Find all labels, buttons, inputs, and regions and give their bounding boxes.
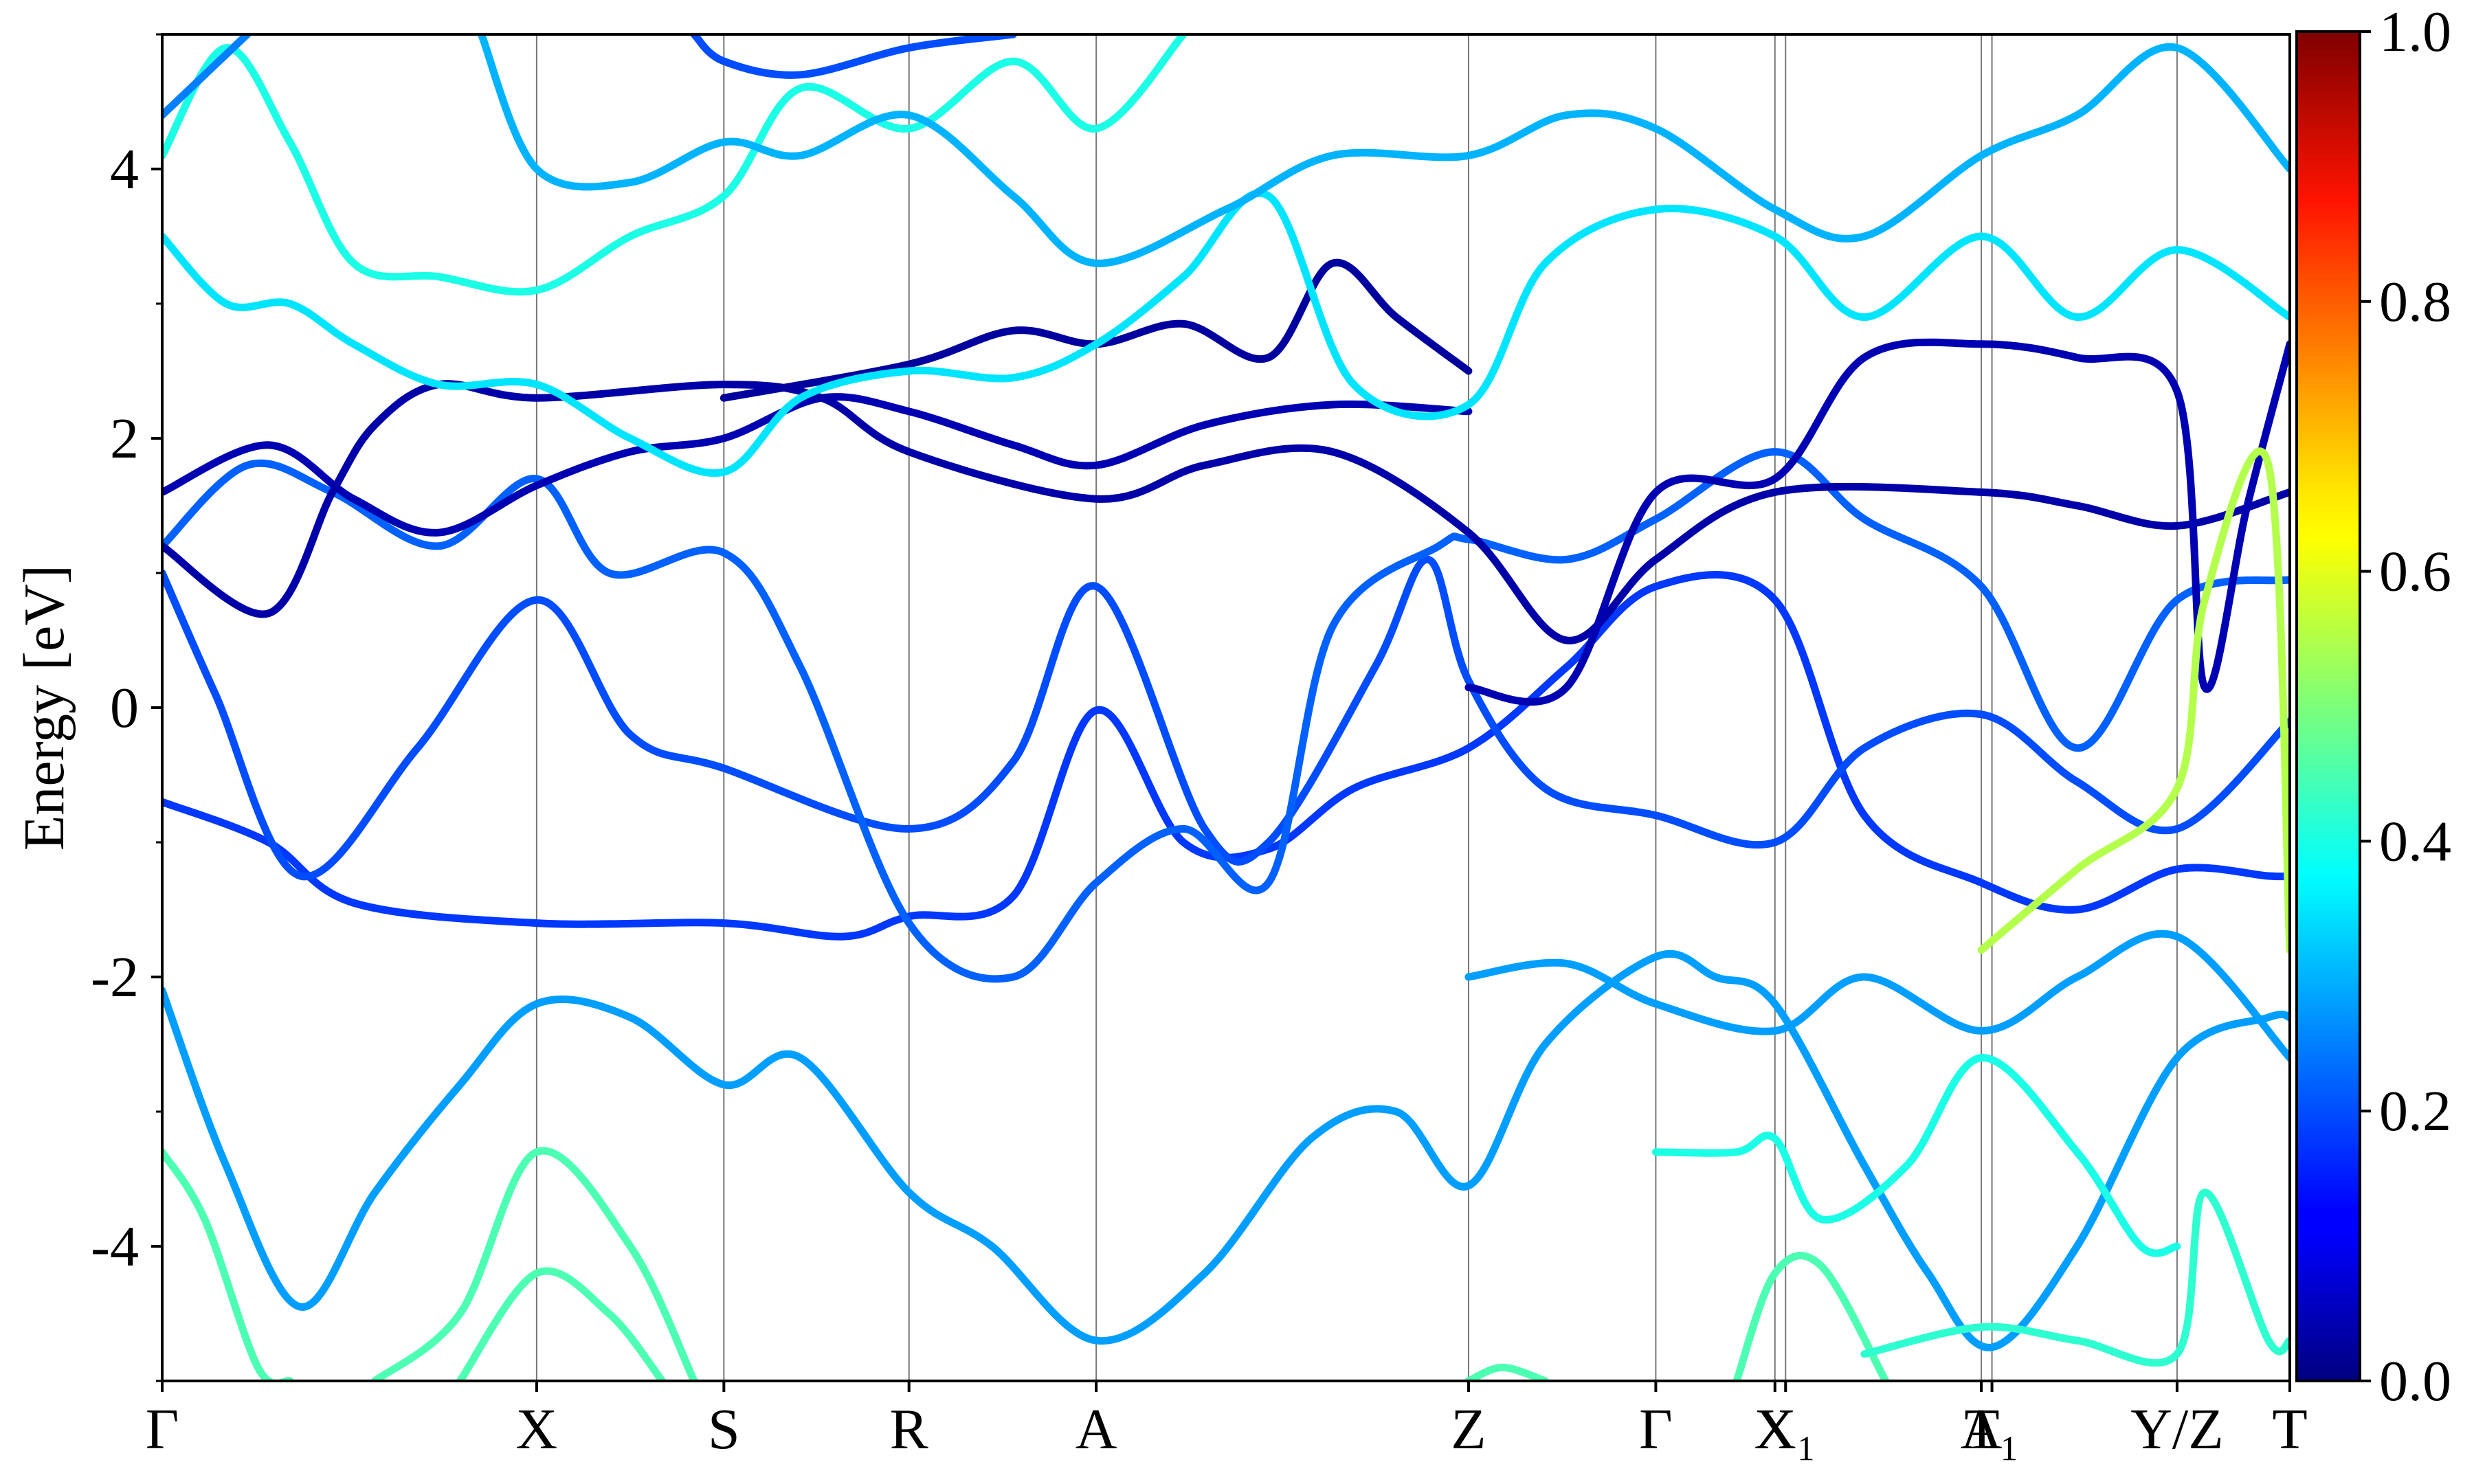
band-line-10: [1464, 338, 2290, 706]
y-tick-label: 0: [110, 676, 139, 740]
band-line-14: [477, 34, 2290, 267]
x-tick-label: Γ: [1639, 1397, 1673, 1461]
y-tick-label: 4: [110, 137, 139, 201]
x-tick-label: X: [516, 1397, 558, 1461]
band-line-3: [456, 1267, 667, 1381]
y-tick-label: -4: [91, 1215, 139, 1279]
colorbar-tick-label: 0.4: [2379, 809, 2451, 873]
band-line-8: [162, 380, 2290, 644]
band-line-9: [720, 258, 1473, 402]
band-line-4: [162, 571, 2290, 941]
x-tick-label: R: [890, 1397, 928, 1461]
x-tick-label: Y/Z: [2130, 1397, 2223, 1461]
band-line-7: [162, 393, 1473, 537]
x-tick-label: X₁: [1754, 1397, 1816, 1461]
band-line-12: [162, 34, 1188, 296]
colorbar-tick-label: 0.8: [2379, 270, 2451, 334]
colorbar-ticks: 0.0 0.2 0.4 0.6 0.8 1.0: [2360, 0, 2451, 1413]
band-line-21: [1977, 447, 2290, 954]
band-line-5: [162, 555, 2290, 881]
band-line-1: [162, 949, 2290, 1351]
band-line-2: [371, 1147, 698, 1381]
band-line-18: [1732, 1252, 1890, 1381]
colorbar-tick-label: 0.0: [2379, 1349, 2451, 1413]
band-line-13: [162, 34, 252, 120]
colorbar-tick-label: 0.6: [2379, 540, 2451, 604]
band-line-16: [1464, 930, 2290, 1062]
band-line-15: [690, 34, 1017, 79]
y-axis-label: Energy [eV]: [12, 565, 76, 851]
x-axis-ticks: Γ X S R A Z Γ XX₁ AT₁ Y/Z T: [146, 1381, 2308, 1461]
colorbar-gradient: [2295, 30, 2361, 1382]
x-tick-label: Γ: [146, 1397, 179, 1461]
x-tick-label: X: [1754, 1397, 1796, 1461]
colorbar-tick-label: 1.0: [2379, 0, 2451, 64]
band-line-20: [1860, 1189, 2290, 1367]
band-line-17: [1464, 1363, 1549, 1381]
x-tick-label: A: [1961, 1397, 2003, 1461]
x-tick-label: T₁: [1964, 1397, 2020, 1461]
band-lines: [162, 34, 2290, 1381]
y-tick-label: -2: [91, 945, 139, 1009]
x-tick-label: Z: [1451, 1397, 1486, 1461]
x-tick-label: T: [2272, 1397, 2307, 1461]
high-symmetry-lines: [535, 34, 2178, 1381]
y-axis-ticks: -4 -2 0 2 4: [91, 33, 162, 1382]
x-tick-label: S: [708, 1397, 740, 1461]
y-tick-label: 2: [110, 407, 139, 471]
x-tick-label: A: [1076, 1397, 1117, 1461]
colorbar-tick-label: 0.2: [2379, 1079, 2451, 1143]
colorbar: [2295, 30, 2361, 1382]
band-line-0: [162, 1148, 294, 1381]
band-line-19: [1651, 1054, 2181, 1257]
band-line-11: [162, 189, 2290, 477]
